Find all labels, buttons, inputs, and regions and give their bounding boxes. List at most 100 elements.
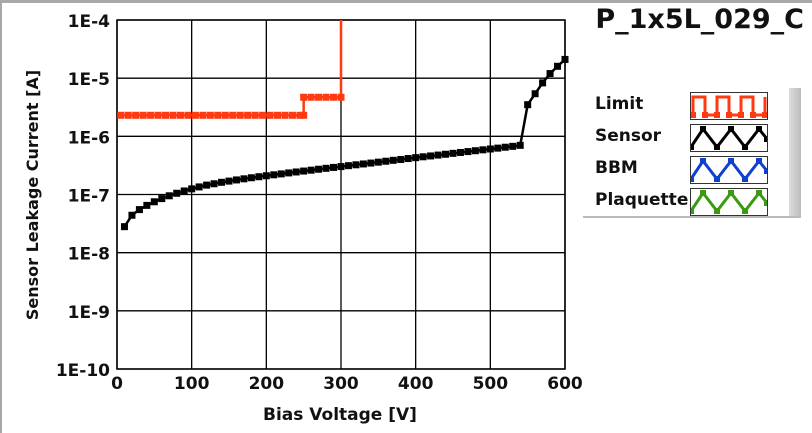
data-point <box>412 154 420 162</box>
data-point <box>184 111 192 119</box>
data-point <box>307 166 315 174</box>
data-point <box>509 142 517 150</box>
data-point <box>214 111 222 119</box>
data-point <box>251 111 259 119</box>
data-point <box>524 101 532 109</box>
data-point <box>300 93 308 101</box>
x-tick-label: 300 <box>323 374 359 394</box>
legend-item-bbm[interactable]: BBM <box>595 154 795 184</box>
data-point <box>232 176 240 184</box>
legend-scrollbar[interactable] <box>789 88 801 216</box>
legend: Limit Sensor BBM Plaquette <box>583 88 801 218</box>
y-axis-label: Sensor Leakage Current [A] <box>23 70 42 320</box>
series-limit <box>117 20 345 119</box>
legend-item-plaquette[interactable]: Plaquette <box>595 186 795 216</box>
data-point <box>176 111 184 119</box>
data-point <box>479 146 487 154</box>
data-point <box>240 175 248 183</box>
data-point <box>531 90 539 98</box>
x-tick-label: 600 <box>547 374 583 394</box>
data-point <box>236 111 244 119</box>
data-point <box>471 147 479 155</box>
data-point <box>315 93 323 101</box>
data-point <box>539 79 547 87</box>
data-point <box>124 111 132 119</box>
data-point <box>162 111 170 119</box>
y-tick-label: 1E-8 <box>68 245 110 265</box>
chart-title: P_1x5L_029_C <box>595 4 804 35</box>
data-point <box>546 70 554 78</box>
data-point <box>195 183 203 191</box>
data-point <box>296 111 304 119</box>
x-tick-label: 200 <box>249 374 285 394</box>
legend-label: Sensor <box>595 126 662 146</box>
legend-item-limit[interactable]: Limit <box>595 90 795 120</box>
data-point <box>397 155 405 163</box>
grid <box>116 19 566 370</box>
data-point <box>330 93 338 101</box>
data-point <box>229 111 237 119</box>
legend-label: Plaquette <box>595 190 689 210</box>
data-point <box>169 111 177 119</box>
data-point <box>419 153 427 161</box>
data-point <box>464 148 472 156</box>
y-tick-label: 1E-9 <box>68 303 110 323</box>
data-point <box>434 151 442 159</box>
data-point <box>449 149 457 157</box>
data-point <box>494 144 502 152</box>
x-tick-label: 500 <box>473 374 509 394</box>
data-point <box>288 111 296 119</box>
series-layer <box>117 20 569 231</box>
data-point <box>404 155 412 163</box>
data-point <box>270 171 278 179</box>
legend-swatch-icon <box>688 156 770 184</box>
data-point <box>221 111 229 119</box>
legend-item-sensor[interactable]: Sensor <box>595 122 795 152</box>
data-point <box>554 62 562 70</box>
data-point <box>442 150 450 158</box>
y-tick-label: 1E-5 <box>68 70 110 90</box>
data-point <box>128 211 136 219</box>
data-point <box>322 164 330 172</box>
data-point <box>147 111 155 119</box>
data-point <box>173 189 181 197</box>
data-point <box>315 165 323 173</box>
series-sensor <box>120 55 569 231</box>
data-point <box>307 93 315 101</box>
data-point <box>285 169 293 177</box>
data-point <box>382 157 390 165</box>
data-point <box>374 158 382 166</box>
data-point <box>165 192 173 200</box>
data-point <box>337 163 345 171</box>
legend-swatch-icon <box>688 188 770 216</box>
data-point <box>158 195 166 203</box>
data-point <box>427 152 435 160</box>
x-tick-label: 400 <box>398 374 434 394</box>
data-point <box>120 223 128 231</box>
data-point <box>501 143 509 151</box>
data-point <box>180 187 188 195</box>
data-point <box>255 173 263 181</box>
y-tick-label: 1E-7 <box>68 187 110 207</box>
data-point <box>367 159 375 167</box>
data-point <box>300 167 308 175</box>
data-point <box>210 180 218 188</box>
data-point <box>486 145 494 153</box>
legend-label: Limit <box>595 94 644 114</box>
data-point <box>330 163 338 171</box>
data-point <box>117 111 125 119</box>
data-point <box>456 148 464 156</box>
data-point <box>300 111 308 119</box>
data-point <box>206 111 214 119</box>
y-tick-label: 1E-4 <box>68 12 110 32</box>
data-point <box>132 111 140 119</box>
data-point <box>389 156 397 164</box>
y-tick-label: 1E-6 <box>68 128 110 148</box>
data-point <box>188 185 196 193</box>
data-point <box>259 111 267 119</box>
data-point <box>150 198 158 206</box>
data-point <box>277 170 285 178</box>
data-point <box>292 168 300 176</box>
